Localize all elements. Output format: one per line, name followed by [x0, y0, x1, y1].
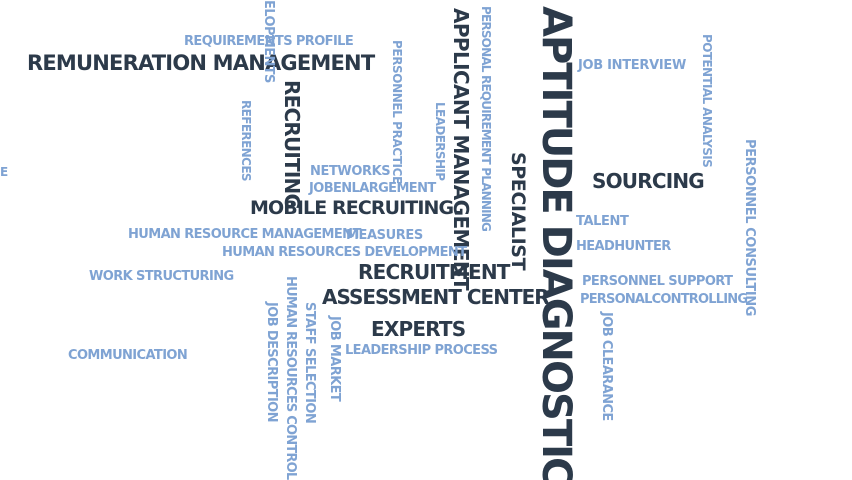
- word-personal-requirement-planning: PERSONAL REQUIREMENT PLANNING: [479, 6, 493, 232]
- word-communication: COMMUNICATION: [68, 348, 188, 363]
- word-personalcontrolling: PERSONALCONTROLLING: [580, 292, 748, 307]
- word-leadership: LEADERSHIP: [433, 102, 447, 181]
- word-recruitment: RECRUITMENT: [358, 260, 510, 284]
- word-staff-selection: STAFF SELECTION: [302, 302, 317, 424]
- word-measures: MEASURES: [346, 228, 423, 243]
- word-human-resource-management: HUMAN RESOURCE MANAGEMENT: [128, 227, 361, 242]
- word-human-resources-control: HUMAN RESOURCES CONTROL: [283, 276, 298, 480]
- word-sourcing: SOURCING: [592, 169, 705, 193]
- word-job-interview: JOB INTERVIEW: [578, 58, 687, 73]
- word-potential-analysis: POTENTIAL ANALYSIS: [700, 34, 714, 168]
- word-human-resources-development: HUMAN RESOURCES DEVELOPMENT: [222, 245, 467, 260]
- word-job-description: JOB DESCRIPTION: [264, 302, 279, 422]
- word-personnel-consulting: PERSONNEL CONSULTING: [742, 139, 757, 317]
- word-job-market: JOB MARKET: [327, 316, 342, 402]
- word-requirements-profile: REQUIREMENTS PROFILE: [184, 34, 354, 49]
- word-experts: EXPERTS: [371, 317, 466, 341]
- word-mobile-recruiting: MOBILE RECRUITING: [250, 197, 454, 219]
- word-specialist: SPECIALIST: [507, 152, 529, 271]
- word-networks: NETWORKS: [310, 164, 391, 179]
- word-leadership-process: LEADERSHIP PROCESS: [345, 343, 498, 358]
- word-assessment-center: ASSESSMENT CENTER: [322, 285, 550, 309]
- word-talent: TALENT: [576, 214, 629, 229]
- word-recruiting: RECRUITING: [280, 80, 304, 210]
- word-jobenlargement: JOBENLARGEMENT: [309, 181, 436, 196]
- word-job-clearance: JOB CLEARANCE: [599, 312, 614, 421]
- word-aptitude-diagnostics: APTITUDE DIAGNOSTICS: [533, 6, 579, 480]
- word-personnel-support: PERSONNEL SUPPORT: [582, 274, 733, 289]
- word-developments-fragment: ELOPMENTS: [261, 0, 276, 83]
- word-remuneration-management: REMUNERATION MANAGEMENT: [27, 51, 375, 75]
- word-headhunter: HEADHUNTER: [576, 239, 671, 254]
- word-references: REFERENCES: [239, 100, 253, 181]
- word-work-structuring: WORK STRUCTURING: [89, 269, 234, 284]
- word-personnel-practice: PERSONNEL PRACTICE: [390, 40, 404, 184]
- word-edge-fragment: E: [0, 165, 8, 179]
